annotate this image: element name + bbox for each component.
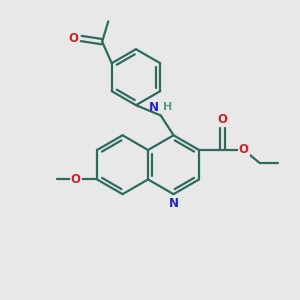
Text: N: N <box>149 101 159 114</box>
Text: N: N <box>169 196 178 209</box>
Text: O: O <box>239 143 249 157</box>
Text: O: O <box>68 32 78 45</box>
Text: O: O <box>71 173 81 186</box>
Text: H: H <box>163 102 172 112</box>
Text: O: O <box>218 112 228 126</box>
